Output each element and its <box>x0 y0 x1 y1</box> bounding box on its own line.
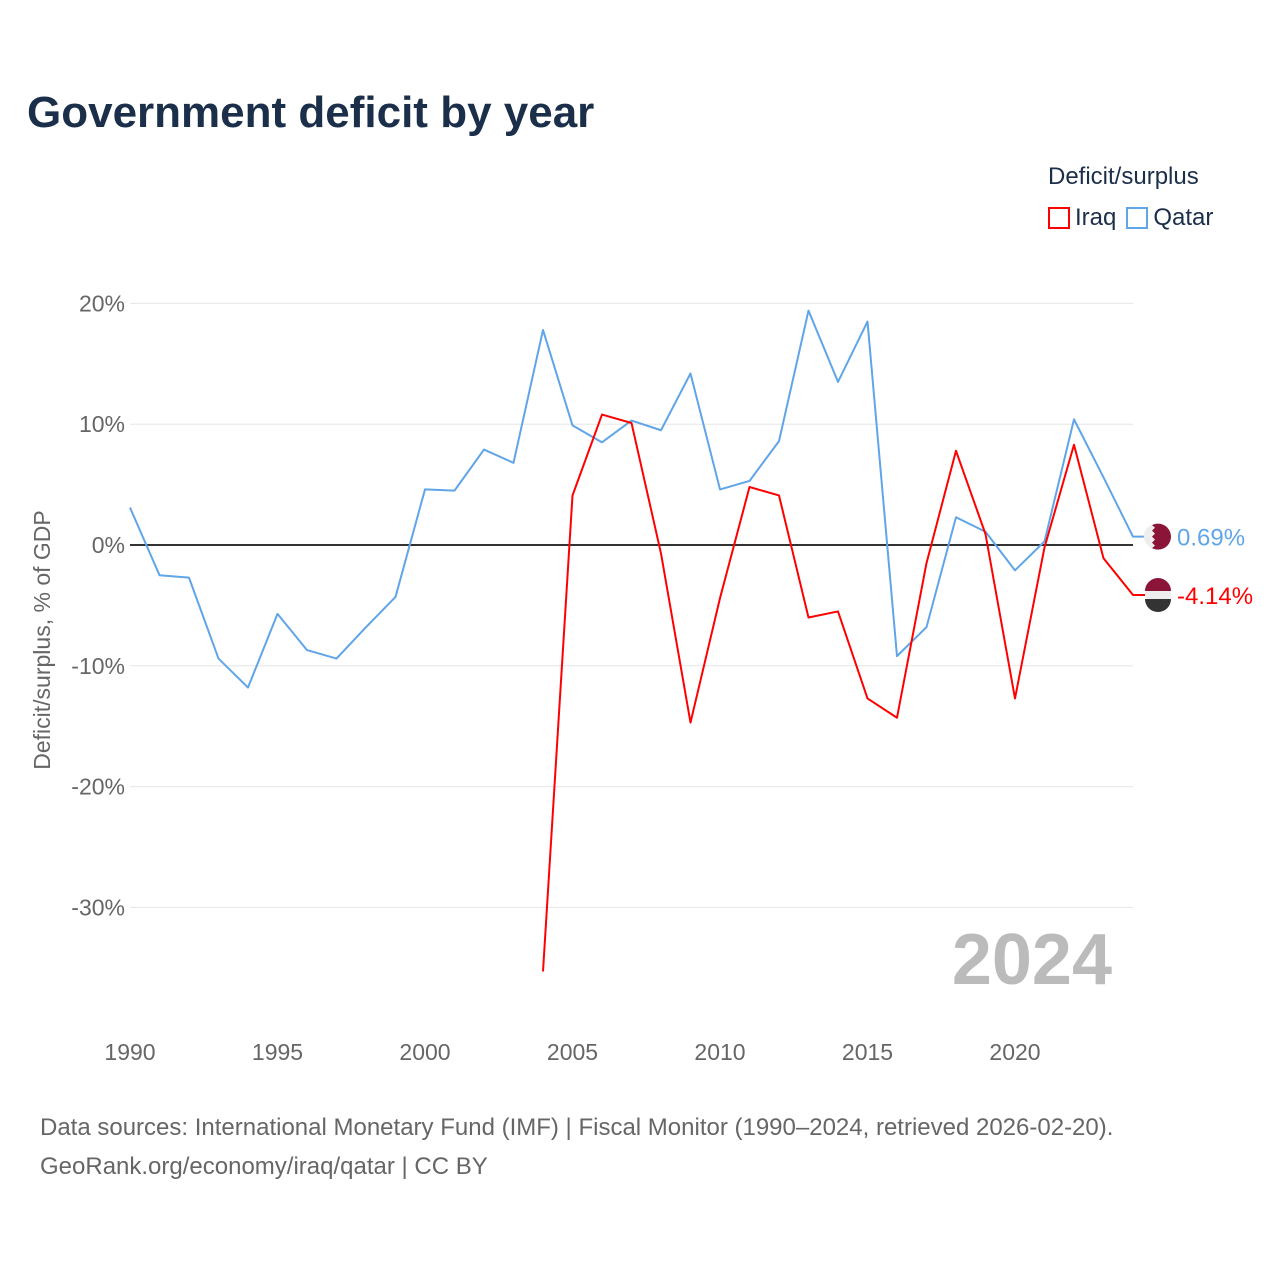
end-value-label-qatar: 0.69% <box>1177 525 1245 552</box>
x-tick-label: 2015 <box>842 1039 893 1065</box>
source-line-2[interactable]: GeoRank.org/economy/iraq/qatar | CC BY <box>40 1153 488 1180</box>
x-tick-label: 2000 <box>399 1039 450 1065</box>
x-tick-label: 1990 <box>104 1039 155 1065</box>
legend-swatch-qatar <box>1126 207 1149 229</box>
page-title: Government deficit by year <box>27 88 595 137</box>
legend-label-iraq: Iraq <box>1075 204 1117 231</box>
y-tick-label: -10% <box>71 653 125 679</box>
y-tick-label: 0% <box>92 532 125 558</box>
end-value-label-iraq: -4.14% <box>1177 583 1253 610</box>
x-tick-label: 2020 <box>989 1039 1040 1065</box>
iraq-flag-black-band <box>1145 599 1171 613</box>
qatar-flag-white-band <box>1143 525 1155 549</box>
x-tick-label: 1995 <box>252 1039 303 1065</box>
x-tick-label: 2010 <box>694 1039 745 1065</box>
series-line-iraq <box>542 413 1145 972</box>
legend-swatch-iraq <box>1048 207 1070 229</box>
source-line-1: Data sources: International Monetary Fun… <box>40 1114 1114 1141</box>
legend-item-qatar[interactable]: Qatar <box>1126 204 1213 232</box>
iraq-flag-red-band <box>1145 578 1171 592</box>
legend-title: Deficit/surplus <box>1048 163 1199 190</box>
legend: Iraq Qatar <box>1048 204 1213 232</box>
y-tick-label: -20% <box>71 774 125 800</box>
source-note: Data sources: International Monetary Fun… <box>40 1108 1113 1186</box>
y-tick-label: -30% <box>71 894 125 920</box>
legend-item-iraq[interactable]: Iraq <box>1048 204 1116 232</box>
year-watermark: 2024 <box>952 920 1112 1000</box>
x-tick-label: 2005 <box>547 1039 598 1065</box>
y-tick-label: 10% <box>79 411 125 437</box>
y-tick-label: 20% <box>79 290 125 316</box>
legend-label-qatar: Qatar <box>1153 204 1214 231</box>
series-line-qatar <box>129 309 1145 689</box>
y-axis-label: Deficit/surplus, % of GDP <box>29 510 55 769</box>
